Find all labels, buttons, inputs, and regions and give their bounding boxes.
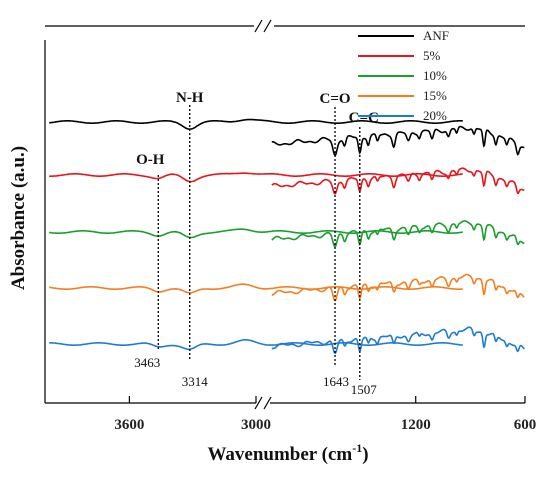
- legend-label-4: 20%: [423, 108, 447, 123]
- x-tick-label-3: 600: [514, 417, 537, 433]
- legend-label-2: 10%: [423, 68, 447, 83]
- spectrum-line-left-2: [49, 228, 463, 239]
- peak-label-0: 3463: [134, 355, 160, 370]
- x-ticks: 3600 3000 1200 600: [114, 396, 536, 433]
- spectrum-line-left-0: [49, 118, 463, 131]
- peak-label-2: 1643: [323, 374, 349, 389]
- axes-frame: [44, 19, 525, 410]
- band-guide-lines: [157, 105, 361, 380]
- peak-label-3: 1507: [351, 382, 378, 397]
- spectrum-line-right-4: [271, 326, 525, 355]
- spectra: [49, 118, 525, 355]
- spectrum-line-right-2: [271, 219, 525, 248]
- band-label-3: C=C: [349, 110, 379, 126]
- x-tick-label-0: 3600: [114, 417, 144, 433]
- spectrum-line-left-4: [49, 339, 463, 351]
- x-tick-label-1: 3000: [241, 417, 271, 433]
- x-axis-title: Wavenumber (cm-1): [207, 441, 368, 465]
- legend: ANF 5% 10% 15% 20%: [358, 28, 449, 123]
- spectrum-line-right-0: [271, 125, 525, 157]
- y-axis-title: Absorbance (a.u.): [8, 146, 29, 290]
- spectrum-line-right-1: [271, 167, 525, 195]
- x-tick-label-2: 1200: [401, 417, 431, 433]
- band-label-2: C=O: [319, 91, 350, 107]
- peak-label-1: 3314: [182, 374, 209, 389]
- axis-break-bottom: [254, 396, 272, 410]
- spectrum-line-right-3: [271, 273, 525, 302]
- legend-label-0: ANF: [423, 28, 449, 43]
- legend-label-1: 5%: [423, 48, 441, 63]
- legend-label-3: 15%: [423, 88, 447, 103]
- spectrum-line-left-3: [49, 283, 463, 294]
- spectrum-line-left-1: [49, 172, 463, 183]
- band-label-0: N-H: [176, 90, 204, 106]
- band-label-1: O-H: [136, 152, 165, 168]
- axis-break-top: [254, 19, 272, 33]
